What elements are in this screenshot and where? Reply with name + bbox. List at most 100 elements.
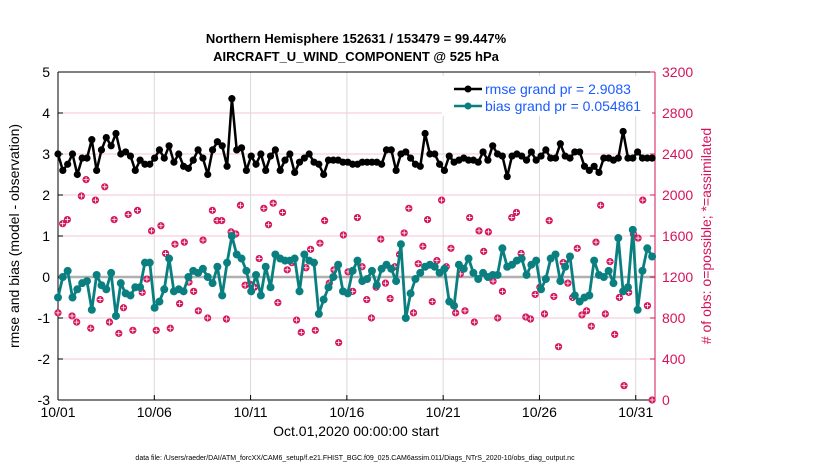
bias-point [474,275,483,284]
bias-point [319,295,328,304]
obs-count-marker [615,293,623,302]
rmse-point [551,154,560,162]
obs-asterisk [83,177,89,183]
rmse-point [204,170,212,179]
obs-count-marker [648,396,656,404]
obs-asterisk [120,305,126,311]
bias-point [252,270,261,279]
obs-asterisk [336,340,342,346]
obs-count-marker [597,201,605,209]
bias-point [58,273,67,281]
y-axis-label-right: # of obs: o=possible; *=assimilated [698,128,714,344]
rmse-point [131,166,139,174]
obs-asterisk [97,297,103,303]
obs-asterisk [523,314,529,320]
obs-asterisk [191,288,197,294]
obs-asterisk [78,193,84,199]
obs-asterisk [607,259,613,265]
rmse-point [155,146,164,154]
obs-count-marker [353,213,361,222]
obs-asterisk [308,246,314,252]
obs-asterisk [490,278,496,284]
rmse-point [629,154,637,162]
rmse-point [175,150,183,158]
obs-count-marker [73,318,81,326]
rmse-point [479,148,487,156]
bias-point [145,258,154,267]
bias-point [537,285,546,294]
bias-point [261,262,270,271]
bias-point [218,291,227,300]
obs-count-marker [194,307,202,315]
bias-point [87,305,96,314]
obs-count-marker [105,318,114,326]
y-tick-label-right: 400 [662,351,686,367]
obs-count-marker [564,279,572,287]
obs-asterisk [532,291,538,297]
x-tick-label: 10/01 [40,404,75,420]
obs-asterisk [439,197,445,203]
obs-asterisk [144,276,150,282]
obs-count-marker [77,192,85,200]
obs-count-marker [264,221,273,229]
rmse-point [97,146,106,154]
obs-asterisk [429,299,435,305]
obs-asterisk [354,215,360,221]
y-tick-label: 3 [42,146,50,162]
obs-asterisk [411,310,417,316]
rmse-point [126,152,135,160]
bias-point [430,262,439,271]
obs-count-marker [494,314,502,322]
legend-rmse-marker [464,85,472,93]
y-tick-label: -3 [38,392,51,408]
obs-asterisk [102,184,108,190]
rmse-point [431,150,439,158]
bias-point [227,232,236,240]
bias-point [353,256,362,265]
bias-point [223,258,232,267]
bias-point [300,250,309,259]
bias-point [406,289,415,298]
bias-point [363,275,372,284]
bias-point [367,266,376,275]
obs-asterisk [420,243,426,249]
rmse-point [208,146,217,154]
obs-count-marker [292,316,301,324]
bias-point [116,279,125,288]
obs-asterisk [135,207,141,213]
obs-count-marker [587,322,595,330]
obs-asterisk [261,205,267,211]
obs-asterisk [448,245,454,251]
rmse-point [590,162,598,170]
obs-count-marker [489,277,497,285]
rmse-point [286,150,294,158]
obs-asterisk [172,241,178,247]
bias-point [638,266,647,275]
rmse-point [595,168,603,177]
bias-point [464,254,473,263]
obs-count-marker [190,287,198,295]
bias-point [314,309,323,318]
obs-asterisk [593,239,599,245]
obs-asterisk [209,207,215,213]
obs-count-marker [428,298,436,306]
rmse-point [189,156,197,164]
obs-count-marker [208,206,216,214]
obs-count-marker [68,312,76,320]
footnote: data file: /Users/raeder/DAI/ATM_forcXX/… [135,455,575,462]
obs-asterisk [322,218,328,224]
obs-count-marker [381,279,390,287]
rmse-point [320,170,328,179]
obs-count-marker [419,242,427,250]
bias-point [68,293,77,302]
bias-point [213,262,222,271]
bias-point [92,270,101,279]
rmse-point [59,166,67,174]
bias-point [459,264,468,273]
obs-count-marker [512,208,521,217]
bias-point [107,268,116,277]
obs-asterisk [378,236,384,242]
obs-asterisk [588,323,594,329]
obs-count-marker [634,234,642,242]
obs-asterisk [139,289,145,295]
